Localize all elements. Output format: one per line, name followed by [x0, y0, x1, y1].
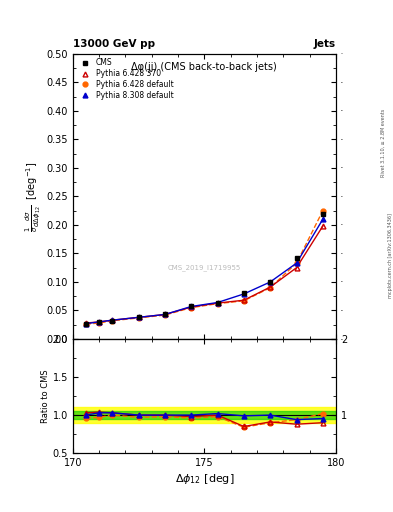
Line: CMS: CMS: [83, 211, 325, 326]
Pythia 8.308 default: [215, 300, 220, 306]
Pythia 6.428 default: [110, 317, 115, 324]
Pythia 6.428 default: [294, 260, 299, 266]
Pythia 6.428 default: [241, 297, 246, 304]
Pythia 6.428 370: [163, 311, 167, 317]
Pythia 6.428 370: [321, 223, 325, 229]
Bar: [73, 411, 336, 419]
CMS: [163, 311, 167, 317]
CMS: [110, 317, 115, 324]
CMS: [97, 319, 101, 326]
Pythia 6.428 370: [215, 300, 220, 306]
Pythia 6.428 370: [83, 320, 88, 326]
Pythia 8.308 default: [136, 314, 141, 321]
Y-axis label: Ratio to CMS: Ratio to CMS: [41, 369, 50, 423]
Text: CMS_2019_I1719955: CMS_2019_I1719955: [168, 264, 241, 271]
Legend: CMS, Pythia 6.428 370, Pythia 6.428 default, Pythia 8.308 default: CMS, Pythia 6.428 370, Pythia 6.428 defa…: [76, 57, 175, 101]
Pythia 6.428 370: [136, 314, 141, 321]
Pythia 8.308 default: [241, 291, 246, 297]
CMS: [321, 210, 325, 217]
Pythia 6.428 default: [97, 320, 101, 326]
Pythia 8.308 default: [268, 279, 273, 285]
Pythia 6.428 default: [189, 305, 193, 311]
Line: Pythia 6.428 370: Pythia 6.428 370: [83, 224, 325, 326]
Y-axis label: $\frac{1}{\sigma}\frac{d\sigma}{d\Delta\phi_{12}}$  [deg$^{-1}$]: $\frac{1}{\sigma}\frac{d\sigma}{d\Delta\…: [24, 161, 44, 231]
Pythia 6.428 370: [110, 317, 115, 323]
Pythia 6.428 370: [189, 304, 193, 310]
Text: Rivet 3.1.10, ≥ 2.8M events: Rivet 3.1.10, ≥ 2.8M events: [381, 109, 386, 178]
Pythia 6.428 default: [268, 285, 273, 291]
X-axis label: $\Delta\phi_{12}$ [deg]: $\Delta\phi_{12}$ [deg]: [174, 472, 234, 486]
Pythia 8.308 default: [294, 260, 299, 266]
Bar: [73, 408, 336, 423]
Pythia 6.428 default: [136, 315, 141, 321]
Pythia 8.308 default: [189, 304, 193, 310]
Text: 13000 GeV pp: 13000 GeV pp: [73, 38, 155, 49]
Pythia 8.308 default: [97, 319, 101, 325]
Pythia 8.308 default: [163, 311, 167, 317]
Pythia 6.428 default: [321, 207, 325, 214]
Text: Δφ(jj) (CMS back-to-back jets): Δφ(jj) (CMS back-to-back jets): [132, 62, 277, 72]
CMS: [241, 290, 246, 296]
Pythia 6.428 370: [294, 265, 299, 271]
CMS: [136, 314, 141, 321]
Pythia 6.428 default: [83, 321, 88, 327]
Text: mcplots.cern.ch [arXiv:1306.3436]: mcplots.cern.ch [arXiv:1306.3436]: [388, 214, 393, 298]
CMS: [215, 300, 220, 306]
Pythia 8.308 default: [321, 216, 325, 222]
Pythia 6.428 default: [215, 301, 220, 307]
Pythia 6.428 370: [268, 284, 273, 290]
Text: Jets: Jets: [314, 38, 336, 49]
Line: Pythia 8.308 default: Pythia 8.308 default: [83, 217, 325, 326]
CMS: [83, 321, 88, 327]
CMS: [294, 255, 299, 261]
Pythia 6.428 370: [97, 319, 101, 325]
Pythia 6.428 default: [163, 312, 167, 318]
Pythia 6.428 370: [241, 297, 246, 303]
Pythia 8.308 default: [110, 317, 115, 323]
Line: Pythia 6.428 default: Pythia 6.428 default: [83, 208, 325, 327]
Pythia 8.308 default: [83, 321, 88, 327]
CMS: [268, 279, 273, 285]
CMS: [189, 304, 193, 310]
